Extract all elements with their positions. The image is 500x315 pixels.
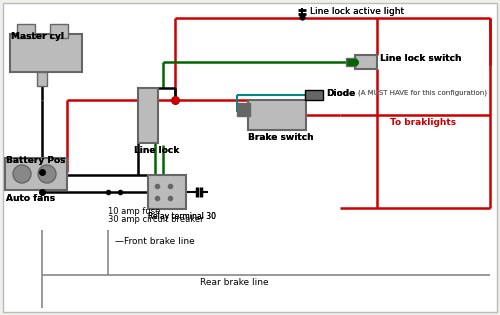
Text: To braklights: To braklights [390, 118, 456, 127]
Circle shape [38, 165, 56, 183]
Text: (A MUST HAVE for this configuration): (A MUST HAVE for this configuration) [358, 89, 487, 95]
Text: Diode: Diode [326, 89, 355, 98]
Text: Line lock switch: Line lock switch [380, 54, 462, 63]
Text: Brake switch: Brake switch [248, 133, 314, 142]
Text: Line lock switch: Line lock switch [380, 54, 462, 63]
Bar [305, 90, 323, 100]
Text: Diode: Diode [326, 89, 355, 98]
Bar [37, 72, 47, 86]
Text: Rear brake line: Rear brake line [200, 278, 268, 287]
Bar [248, 100, 306, 130]
Text: Auto fans: Auto fans [6, 194, 55, 203]
Text: Line lock: Line lock [134, 146, 179, 155]
Bar [138, 88, 158, 143]
Text: —Front brake line: —Front brake line [115, 237, 195, 246]
Text: (A MUST HAVE for this configuration): (A MUST HAVE for this configuration) [358, 89, 487, 95]
Text: 10 amp fuse: 10 amp fuse [108, 207, 160, 216]
Text: Battery Pos: Battery Pos [6, 156, 66, 165]
Bar [5, 158, 67, 190]
Text: Relay terminal 30: Relay terminal 30 [148, 212, 216, 221]
Text: Line lock active light: Line lock active light [310, 7, 404, 16]
Bar [50, 24, 68, 38]
Bar [346, 58, 356, 66]
Bar [10, 34, 82, 72]
Bar [355, 55, 377, 69]
Bar [237, 103, 250, 116]
Text: Relay terminal 30: Relay terminal 30 [148, 212, 216, 221]
Bar [148, 175, 186, 209]
Text: Line lock: Line lock [134, 146, 179, 155]
Text: Auto fans: Auto fans [6, 194, 55, 203]
Text: 30 amp circuit breaker: 30 amp circuit breaker [108, 215, 204, 224]
Text: Line lock active light: Line lock active light [310, 7, 404, 16]
Text: Brake switch: Brake switch [248, 133, 314, 142]
Text: Battery Pos: Battery Pos [6, 156, 66, 165]
Text: Master cyl: Master cyl [11, 32, 64, 41]
Text: Master cyl: Master cyl [11, 32, 64, 41]
Bar [17, 24, 35, 38]
Circle shape [13, 165, 31, 183]
